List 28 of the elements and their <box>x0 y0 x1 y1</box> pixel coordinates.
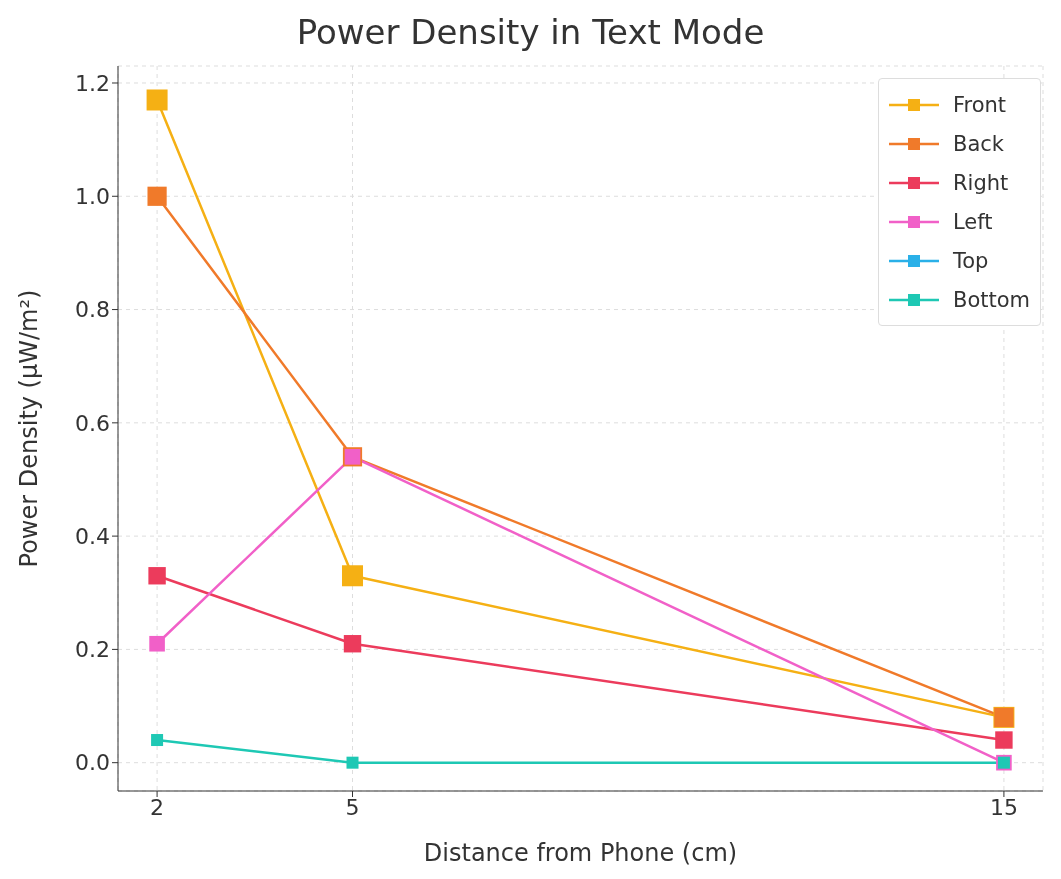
point <box>151 734 164 747</box>
y-tick-label: 1.0 <box>75 184 110 210</box>
y-tick-label: 0.8 <box>75 297 110 323</box>
legend-label: Left <box>952 209 993 234</box>
legend-label: Right <box>952 170 1009 195</box>
legend-label: Front <box>952 92 1007 117</box>
y-axis-title: Power Density (μW/m²) <box>14 289 43 568</box>
y-tick-label: 0.0 <box>75 750 110 776</box>
x-tick-label: 5 <box>345 794 360 820</box>
x-tick-label: 2 <box>150 794 165 820</box>
point <box>343 635 362 653</box>
x-tick-label: 15 <box>989 794 1018 820</box>
point <box>342 565 364 587</box>
y-tick-label: 1.2 <box>75 70 110 96</box>
point <box>148 567 166 585</box>
point <box>149 635 165 652</box>
chart-title: Power Density in Text Mode <box>295 11 766 54</box>
point <box>146 89 168 111</box>
point <box>346 756 359 769</box>
legend-label: Top <box>952 248 989 273</box>
x-axis-title: Distance from Phone (cm) <box>423 839 738 867</box>
point <box>147 186 167 206</box>
y-tick-label: 0.4 <box>75 523 110 549</box>
y-tick-label: 0.6 <box>75 410 110 436</box>
y-tick-label: 0.2 <box>75 637 110 663</box>
legend-label: Bottom <box>952 287 1030 312</box>
point <box>995 731 1013 749</box>
legend-label: Back <box>952 131 1004 156</box>
